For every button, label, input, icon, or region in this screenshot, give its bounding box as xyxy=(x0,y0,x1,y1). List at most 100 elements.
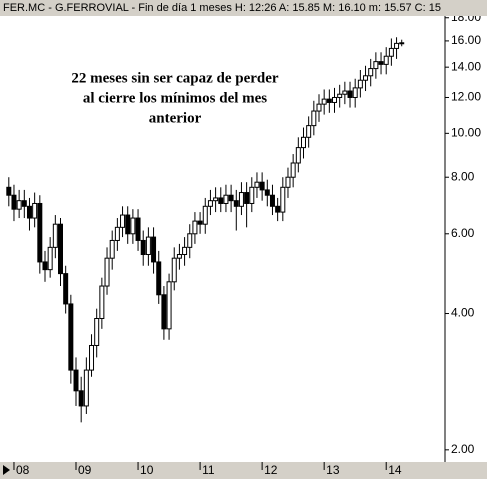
y-tick-label: 8.00 xyxy=(451,169,475,183)
candle-body xyxy=(125,214,131,235)
candle-body xyxy=(352,87,358,98)
candle-body xyxy=(161,294,167,330)
candle-body xyxy=(337,93,343,98)
candle-body xyxy=(249,186,255,204)
y-tick-label: 10.00 xyxy=(451,126,481,140)
candle-body xyxy=(311,110,317,127)
y-tick-label: 2.00 xyxy=(451,442,475,456)
annotation: al cierre los mínimos del mes xyxy=(83,90,267,106)
candle-body xyxy=(89,344,95,371)
candle-body xyxy=(151,236,157,263)
candle-body xyxy=(285,176,291,188)
candle-body xyxy=(11,194,17,210)
x-axis-bar xyxy=(0,462,487,479)
y-tick-label: 12.00 xyxy=(451,90,481,104)
candle-body xyxy=(99,285,105,320)
x-tick-label: 14 xyxy=(388,463,402,477)
candle-body xyxy=(78,390,84,407)
annotation: anterior xyxy=(149,110,202,126)
candle-body xyxy=(280,186,286,213)
candle-body xyxy=(223,194,229,204)
x-tick-label: 11 xyxy=(202,463,215,477)
candle-body xyxy=(326,98,332,103)
candle-body xyxy=(368,68,374,77)
candle-body xyxy=(42,261,48,271)
candle-body xyxy=(176,254,182,259)
candle-body xyxy=(114,226,120,241)
candle-body xyxy=(254,181,260,188)
candle-body xyxy=(187,233,193,248)
candle-body xyxy=(109,239,115,259)
candle-body xyxy=(218,197,224,204)
candle-body xyxy=(264,189,270,196)
header-bar xyxy=(0,0,487,16)
candle-body xyxy=(394,42,400,49)
candle-body xyxy=(316,103,322,112)
candle-body xyxy=(363,75,369,81)
y-tick-label: 16.00 xyxy=(451,33,481,47)
candle-body xyxy=(156,261,162,296)
candle-body xyxy=(290,162,296,178)
candle-body xyxy=(275,205,281,213)
candle-body xyxy=(357,79,363,89)
candle-body xyxy=(373,61,379,70)
candle-body xyxy=(306,125,312,138)
candle-body xyxy=(300,136,306,149)
candle-body xyxy=(145,236,151,256)
x-tick-label: 10 xyxy=(140,463,154,477)
candle-body xyxy=(342,90,348,95)
candle-body xyxy=(63,273,69,305)
candle-body xyxy=(135,217,141,241)
y-tick-label: 6.00 xyxy=(451,226,475,240)
candle-body xyxy=(197,220,203,225)
candle-body xyxy=(207,200,213,207)
x-tick-label: 09 xyxy=(78,463,92,477)
candle-body xyxy=(332,96,338,103)
candle-body xyxy=(21,200,27,207)
candle-body xyxy=(213,197,219,202)
candle-body xyxy=(399,42,405,45)
x-tick-label: 12 xyxy=(264,463,278,477)
candle-body xyxy=(347,90,353,98)
candle-body xyxy=(192,220,198,235)
candle-body xyxy=(182,246,188,256)
candle-body xyxy=(26,205,32,219)
candle-body xyxy=(228,194,234,202)
candle-body xyxy=(166,281,172,330)
x-tick-label: 08 xyxy=(16,463,30,477)
candle-body xyxy=(16,200,22,210)
scroll-arrow[interactable] xyxy=(3,465,10,475)
candle-body xyxy=(104,257,110,287)
candle-body xyxy=(244,192,250,204)
candle-body xyxy=(83,369,89,407)
x-tick-label: 13 xyxy=(326,463,340,477)
candle-body xyxy=(388,47,394,57)
candle-body xyxy=(94,318,100,346)
candle-body xyxy=(383,55,389,65)
y-tick-label: 14.00 xyxy=(451,59,481,73)
candle-body xyxy=(120,214,126,228)
candle-body xyxy=(130,217,136,235)
y-tick-label: 4.00 xyxy=(451,306,475,320)
candle-body xyxy=(6,186,12,196)
candle-body xyxy=(47,246,53,271)
header-text: FER.MC - G.FERROVIAL - Fin de día 1 mese… xyxy=(3,2,441,14)
candle-body xyxy=(295,147,301,164)
candle-body xyxy=(238,192,244,207)
candle-body xyxy=(52,223,58,248)
candle-body xyxy=(171,257,177,283)
candle-body xyxy=(321,98,327,105)
candle-body xyxy=(140,239,146,256)
candle-body xyxy=(259,181,265,191)
candle-body xyxy=(68,303,74,371)
annotation: 22 meses sin ser capaz de perder xyxy=(71,70,279,86)
candle-body xyxy=(37,202,43,263)
candle-body xyxy=(269,194,275,207)
candle-body xyxy=(58,223,63,275)
candle-body xyxy=(73,369,79,392)
candle-body xyxy=(378,61,384,65)
candle-body xyxy=(202,205,208,225)
candle-body xyxy=(32,202,38,219)
candle-body xyxy=(233,200,239,207)
